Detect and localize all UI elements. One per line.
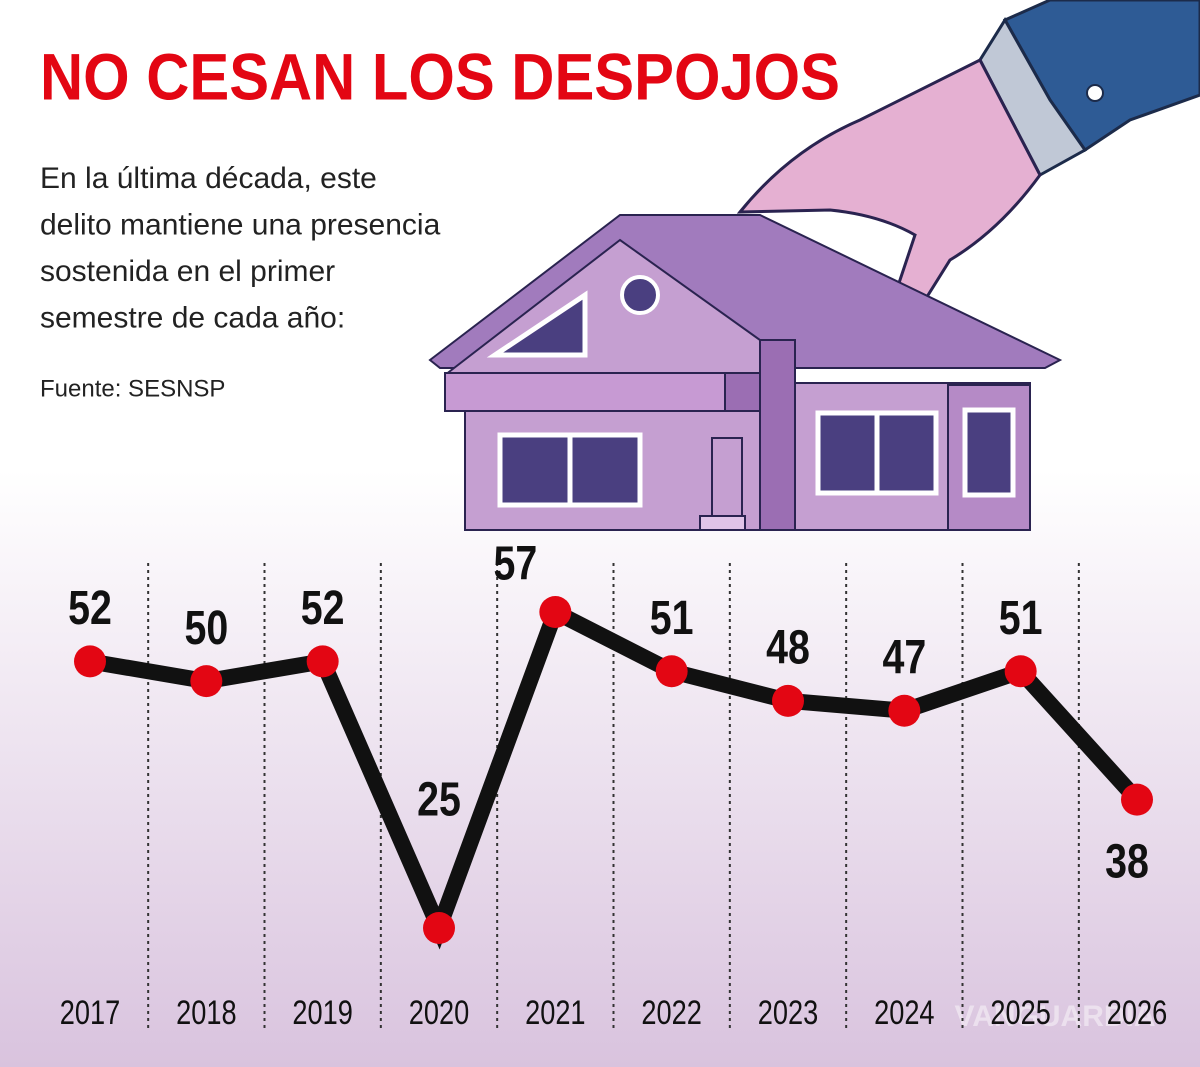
x-tick-label: 2018 — [176, 993, 236, 1032]
subtitle-line: sostenida en el primer — [40, 255, 335, 288]
value-label: 51 — [650, 591, 694, 645]
value-label: 38 — [1105, 835, 1149, 889]
watermark: VANGUARDIA — [954, 1000, 1155, 1033]
value-label: 48 — [766, 621, 810, 675]
value-label: 52 — [68, 581, 112, 635]
data-line — [88, 600, 1143, 950]
value-label: 51 — [999, 591, 1043, 645]
marker — [190, 665, 223, 698]
x-tick-label: 2019 — [292, 993, 352, 1032]
marker — [74, 645, 106, 678]
marker — [888, 694, 921, 727]
x-tick-label: 2024 — [874, 993, 934, 1032]
marker — [1004, 655, 1037, 688]
x-tick-label: 2026 — [1107, 993, 1167, 1032]
marker — [655, 655, 688, 688]
marker — [1121, 783, 1153, 816]
value-label: 50 — [184, 601, 228, 655]
x-tick-label: 2023 — [758, 993, 818, 1032]
illustration-hand — [736, 0, 1200, 328]
value-label: 57 — [493, 537, 537, 591]
x-tick-label: 2022 — [641, 993, 701, 1032]
marker — [423, 912, 455, 944]
subtitle: En la última década, este delito mantiene… — [40, 162, 441, 335]
x-tick-label: 2017 — [60, 993, 120, 1032]
marker — [539, 596, 572, 628]
source: Fuente: SESNSP — [40, 375, 225, 402]
chart-title: NO CESAN LOS DESPOJOS — [40, 39, 840, 113]
subtitle-line: semestre de cada año: — [40, 301, 345, 334]
marker — [306, 645, 339, 678]
value-label: 52 — [301, 581, 345, 635]
subtitle-line: En la última década, este — [40, 162, 377, 195]
marker — [772, 684, 804, 717]
illustration-house — [428, 214, 1063, 531]
value-label: 47 — [882, 631, 926, 685]
x-tick-label: 2025 — [990, 993, 1050, 1032]
x-tick-label: 2020 — [409, 993, 469, 1032]
subtitle-line: delito mantiene una presencia — [40, 208, 441, 241]
x-tick-label: 2021 — [525, 993, 585, 1032]
value-label: 25 — [417, 773, 461, 827]
